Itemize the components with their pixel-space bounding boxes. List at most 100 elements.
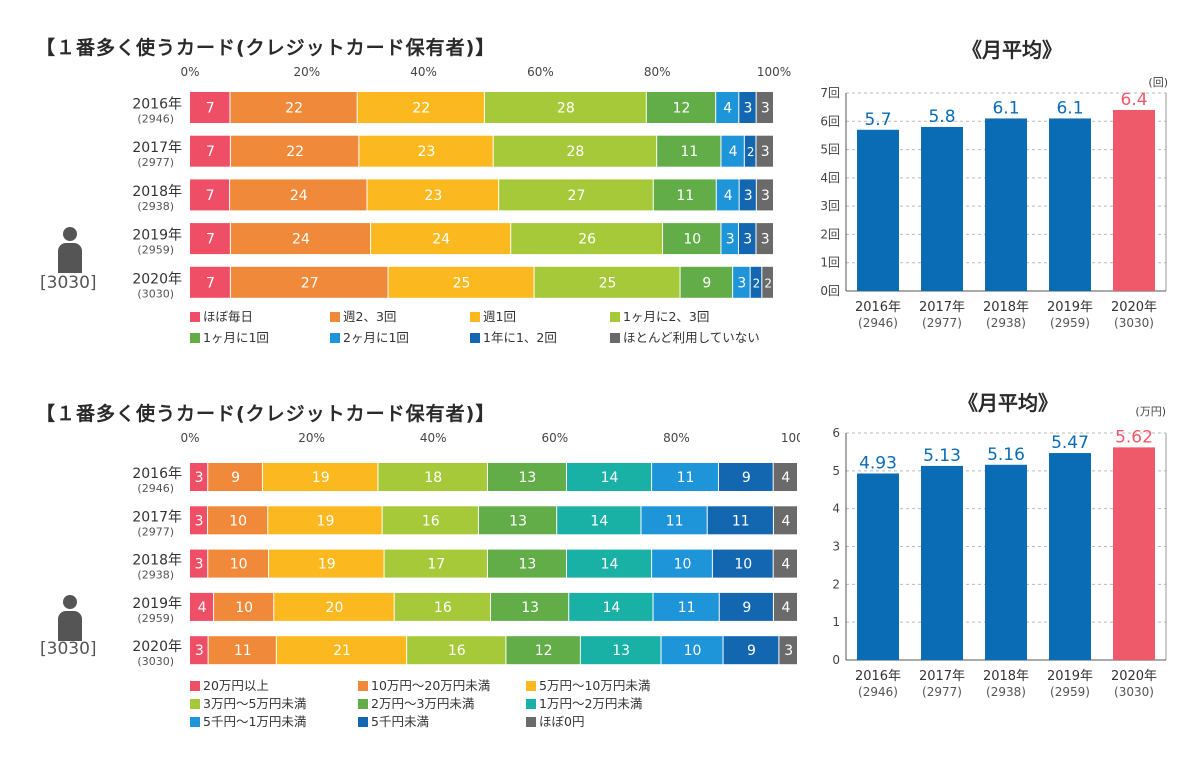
segment-value-label: 2 <box>753 276 761 290</box>
segment-value-label: 10 <box>229 513 247 529</box>
bar-segment <box>357 92 484 123</box>
legend-label: 3万円〜5万円未満 <box>203 696 307 711</box>
bar-segment <box>499 179 653 211</box>
segment-value-label: 3 <box>761 144 770 160</box>
segment-value-label: 19 <box>312 470 330 486</box>
segment-value-label: 3 <box>195 643 204 659</box>
bar-segment <box>738 223 756 255</box>
legend-swatch <box>526 681 536 691</box>
bar-segment <box>718 463 773 491</box>
legend-swatch <box>190 312 200 322</box>
y-tick-label: 2 <box>832 577 840 591</box>
segment-value-label: 7 <box>206 232 215 248</box>
legend-swatch <box>470 312 480 322</box>
y-tick-label: 0 <box>832 653 840 667</box>
x-tick-label: 100% <box>781 431 800 445</box>
legend-item: 2ヶ月に1回 <box>330 327 409 346</box>
x-tick-label: 60% <box>541 431 568 445</box>
segment-value-label: 10 <box>684 643 702 659</box>
segment-value-label: 11 <box>677 470 695 486</box>
monthly-average-title: 《月平均》 <box>958 391 1058 415</box>
bar-segment <box>190 463 208 491</box>
sample-size-label: (2938) <box>986 685 1026 699</box>
segment-value-label: 14 <box>602 600 620 616</box>
bar-segment <box>716 179 739 211</box>
bar-segment <box>756 223 773 255</box>
bar-segment <box>569 592 653 621</box>
bar-segment <box>487 549 566 578</box>
x-tick-label: 0% <box>180 431 199 445</box>
respondent-count: [3030] <box>40 273 97 293</box>
segment-value-label: 27 <box>568 188 586 204</box>
person-icon <box>58 227 82 273</box>
bar-segment <box>190 506 208 535</box>
y-tick-label: 1 <box>832 615 840 629</box>
average-bar <box>857 473 899 660</box>
segment-value-label: 9 <box>747 643 756 659</box>
bar-segment <box>190 223 230 255</box>
segment-value-label: 7 <box>206 101 215 117</box>
segment-value-label: 7 <box>206 188 215 204</box>
segment-value-label: 14 <box>590 513 608 529</box>
legend-label: 1万円〜2万円未満 <box>539 696 643 711</box>
legend-label: 5万円〜10万円未満 <box>539 678 651 693</box>
legend-swatch <box>190 333 200 343</box>
y-tick-label: 5回 <box>820 143 840 157</box>
segment-value-label: 3 <box>761 232 770 248</box>
segment-value-label: 9 <box>231 470 240 486</box>
legend-swatch <box>190 717 200 727</box>
bar-segment <box>641 506 707 535</box>
segment-value-label: 18 <box>424 470 442 486</box>
unit-label: (回) <box>1148 76 1168 89</box>
x-tick-label: 60% <box>527 65 554 79</box>
segment-value-label: 3 <box>743 232 752 248</box>
segment-value-label: 13 <box>519 470 537 486</box>
bar-segment <box>230 266 388 298</box>
segment-value-label: 14 <box>601 557 619 573</box>
year-label: 2019年 <box>1047 669 1093 684</box>
segment-value-label: 25 <box>599 275 617 291</box>
sample-size-label: (2938) <box>986 316 1026 330</box>
legend-item: ほぼ0円 <box>526 711 584 730</box>
bar-segment <box>190 135 230 167</box>
bar-segment <box>490 592 569 621</box>
legend-item: 5万円〜10万円未満 <box>526 675 650 694</box>
segment-value-label: 24 <box>292 232 310 248</box>
legend-item: 2万円〜3万円未満 <box>358 693 474 712</box>
bar-segment <box>719 592 773 621</box>
amount-legend: 20万円以上 10万円〜20万円未満 5万円〜10万円未満 3万円〜5万円未満 2万円〜… <box>190 675 790 735</box>
legend-swatch <box>330 312 340 322</box>
bar-segment <box>378 463 487 491</box>
legend-swatch <box>526 717 536 727</box>
x-tick-label: 80% <box>644 65 671 79</box>
year-label: 2019年 <box>132 596 182 612</box>
bar-value-label: 6.1 <box>992 98 1019 118</box>
segment-value-label: 3 <box>195 513 204 529</box>
segment-value-label: 7 <box>206 144 215 160</box>
legend-swatch <box>526 699 536 709</box>
x-tick-label: 80% <box>663 431 690 445</box>
bar-segment <box>580 636 661 665</box>
segment-value-label: 4 <box>729 144 738 160</box>
bar-segment <box>739 179 756 211</box>
usage-amount-panel: 【１番多く使うカード(クレジットカード保有者)】 《月平均》 0% 20% 40% 6… <box>0 379 1200 758</box>
legend-swatch <box>358 717 368 727</box>
legend-label: 1年に1、2回 <box>483 330 557 345</box>
legend-swatch <box>610 312 620 322</box>
bar-segment <box>756 92 773 123</box>
sample-size-label: (3030) <box>137 287 174 300</box>
bar-value-label: 6.4 <box>1120 90 1147 110</box>
frequency-stacked-bar-chart: 0% 20% 40% 60% 80% 100%2016年(2946)7 22 22 28 12 4 3… <box>132 65 791 300</box>
bar-segment <box>208 549 269 578</box>
bar-segment <box>190 549 208 578</box>
year-label: 2016年 <box>855 300 901 315</box>
legend-label: 5千円未満 <box>371 714 429 729</box>
unit-label: (万円) <box>1135 405 1166 418</box>
bar-segment <box>773 549 797 578</box>
segment-value-label: 4 <box>781 557 790 573</box>
segment-value-label: 23 <box>418 144 436 160</box>
segment-value-label: 4 <box>781 470 790 486</box>
bar-value-label: 5.47 <box>1051 433 1089 453</box>
legend-label: 5千円〜1万円未満 <box>203 714 307 729</box>
segment-value-label: 22 <box>412 101 430 117</box>
